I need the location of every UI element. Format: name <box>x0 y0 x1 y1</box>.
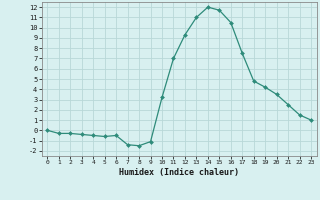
X-axis label: Humidex (Indice chaleur): Humidex (Indice chaleur) <box>119 168 239 177</box>
